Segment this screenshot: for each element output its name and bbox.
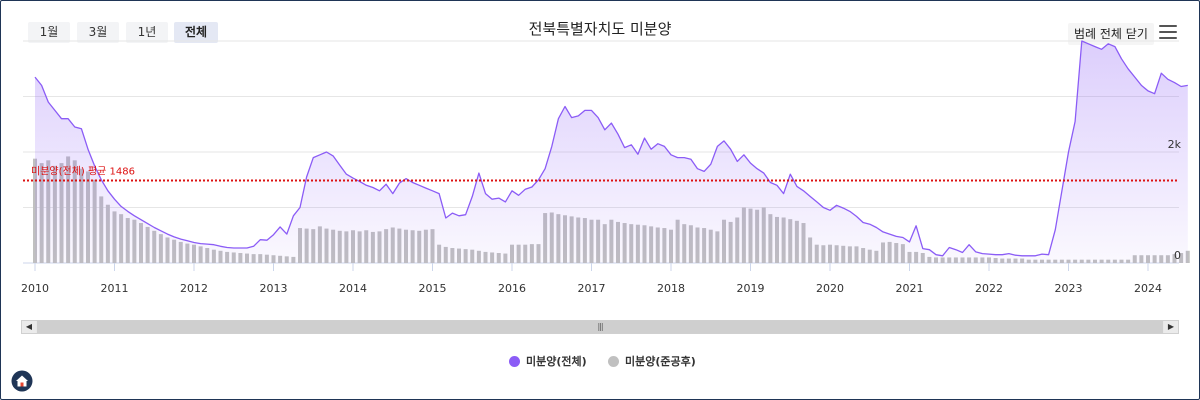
x-tick-label: 2011: [101, 282, 129, 295]
x-tick-label: 2013: [260, 282, 288, 295]
scroll-left-button[interactable]: ◀: [22, 321, 36, 333]
range-button-1y[interactable]: 1년: [126, 22, 168, 43]
x-tick-label: 2016: [498, 282, 526, 295]
scroll-right-button[interactable]: ▶: [1164, 321, 1178, 333]
x-tick-label: 2014: [339, 282, 367, 295]
series-line: [34, 40, 1188, 257]
hamburger-menu-icon[interactable]: [1159, 25, 1177, 41]
x-tick-label: 2017: [578, 282, 606, 295]
x-tick-label: 2015: [419, 282, 447, 295]
average-label: 미분양(전체) 평균 1486: [31, 166, 135, 178]
horizontal-scrollbar[interactable]: ◀ ||| ▶: [21, 320, 1179, 334]
y-tick-label: 2k: [1168, 138, 1182, 151]
x-tick-label: 2010: [21, 282, 49, 295]
x-tick-label: 2024: [1134, 282, 1162, 295]
legend-toggle-button[interactable]: 범례 전체 닫기: [1068, 23, 1154, 45]
legend-item-completed[interactable]: 미분양(준공후): [608, 353, 696, 369]
x-tick-label: 2012: [180, 282, 208, 295]
legend-label: 미분양(준공후): [625, 355, 696, 368]
scrollbar-thumb[interactable]: |||: [37, 321, 1163, 333]
x-tick-label: 2023: [1055, 282, 1083, 295]
x-tick-label: 2018: [657, 282, 685, 295]
chart-title: 전북특별자치도 미분양: [528, 20, 672, 38]
grip-icon: |||: [597, 322, 603, 331]
legend-swatch: [509, 355, 520, 367]
range-button-all[interactable]: 전체: [174, 22, 218, 43]
x-tick-label: 2021: [896, 282, 924, 295]
chart-plot: 미분양(전체) 평균 1486 2010 2011 2012 2013 2014 2015…: [21, 40, 1190, 295]
area-fill: [35, 41, 1188, 263]
x-tick-label: 2022: [975, 282, 1003, 295]
legend-label: 미분양(전체): [526, 355, 587, 368]
range-button-1m[interactable]: 1월: [28, 22, 70, 43]
legend-swatch: [608, 355, 619, 367]
legend-item-total[interactable]: 미분양(전체): [509, 353, 587, 369]
y-tick-label: 0: [1174, 249, 1181, 262]
x-tick-label: 2020: [816, 282, 844, 295]
range-button-3m[interactable]: 3월: [77, 22, 119, 43]
house-logo-icon[interactable]: [11, 370, 33, 392]
x-tick-label: 2019: [737, 282, 765, 295]
